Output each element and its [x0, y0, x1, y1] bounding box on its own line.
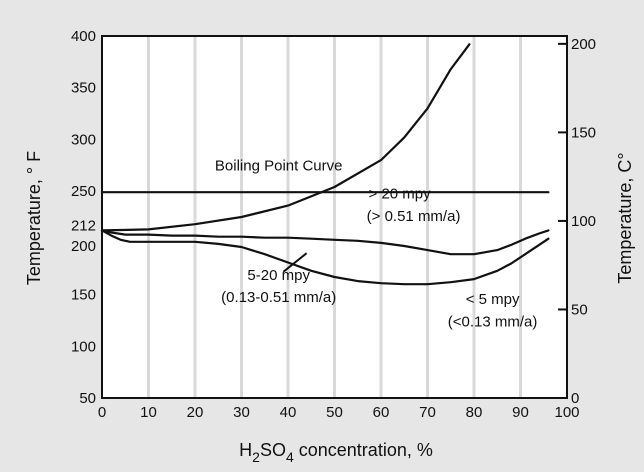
x-tick-label-80: 80 [466, 404, 483, 421]
y-left-tick-label-250: 250 [71, 183, 96, 200]
annotations: Boiling Point Curve > 20 mpy (> 0.51 mm/a)… [215, 157, 538, 330]
x-tick-label-0: 0 [98, 404, 106, 421]
series-line-2 [100, 229, 550, 256]
x-tick-label-60: 60 [373, 404, 390, 421]
y-left-tick-label-350: 350 [71, 80, 96, 97]
y-left-tick-label-200: 200 [71, 238, 96, 255]
y-right-tick-label-0: 0 [571, 390, 579, 407]
y-left-tick-label-212: 212 [71, 217, 96, 234]
x-tick-label-10: 10 [140, 404, 157, 421]
y-left-tick-label-400: 400 [71, 28, 96, 45]
x-axis-ticks: 0 10 20 30 40 50 60 70 80 90 100 [98, 404, 580, 421]
x-tick-label-30: 30 [233, 404, 250, 421]
annotation-3: 5-20 mpy [247, 267, 310, 284]
y-right-tick-label-200: 200 [571, 36, 596, 53]
plot-frame [101, 35, 568, 399]
y-right-tick-label-100: 100 [571, 213, 596, 230]
annotation-4: (0.13-0.51 mm/a) [221, 289, 336, 306]
series-layer [100, 43, 550, 286]
y-axis-left-ticks: 50 100 150 200 212 250 300 350 400 [71, 28, 96, 407]
x-tick-label-70: 70 [419, 404, 436, 421]
y-right-tick-label-150: 150 [571, 124, 596, 141]
y-left-tick-label-100: 100 [71, 338, 96, 355]
annotation-5: < 5 mpy [466, 291, 520, 308]
x-tick-label-40: 40 [280, 404, 297, 421]
y-axis-right-label: Temperature, C° [615, 152, 635, 283]
annotation-marker [282, 252, 308, 273]
annotation-6: (<0.13 mm/a) [448, 314, 538, 331]
annotation-1: > 20 mpy [369, 185, 432, 202]
annotation-0: Boiling Point Curve [215, 157, 343, 174]
y-left-tick-label-300: 300 [71, 131, 96, 148]
y-right-tick-label-50: 50 [571, 301, 588, 318]
x-tick-label-100: 100 [554, 404, 579, 421]
x-tick-label-20: 20 [187, 404, 204, 421]
x-axis-label: H2SO4 concentration, % [239, 440, 433, 465]
y-left-tick-label-50: 50 [79, 390, 96, 407]
x-tick-label-50: 50 [326, 404, 343, 421]
series-line-0 [100, 43, 471, 232]
annotation-2: (> 0.51 mm/a) [367, 208, 461, 225]
y-axis-right-ticks: 0 50 100 150 200 [558, 36, 596, 407]
y-axis-left-label: Temperature, ° F [24, 151, 44, 285]
y-left-tick-label-150: 150 [71, 287, 96, 304]
x-tick-label-90: 90 [512, 404, 529, 421]
series-line-3 [100, 229, 550, 286]
